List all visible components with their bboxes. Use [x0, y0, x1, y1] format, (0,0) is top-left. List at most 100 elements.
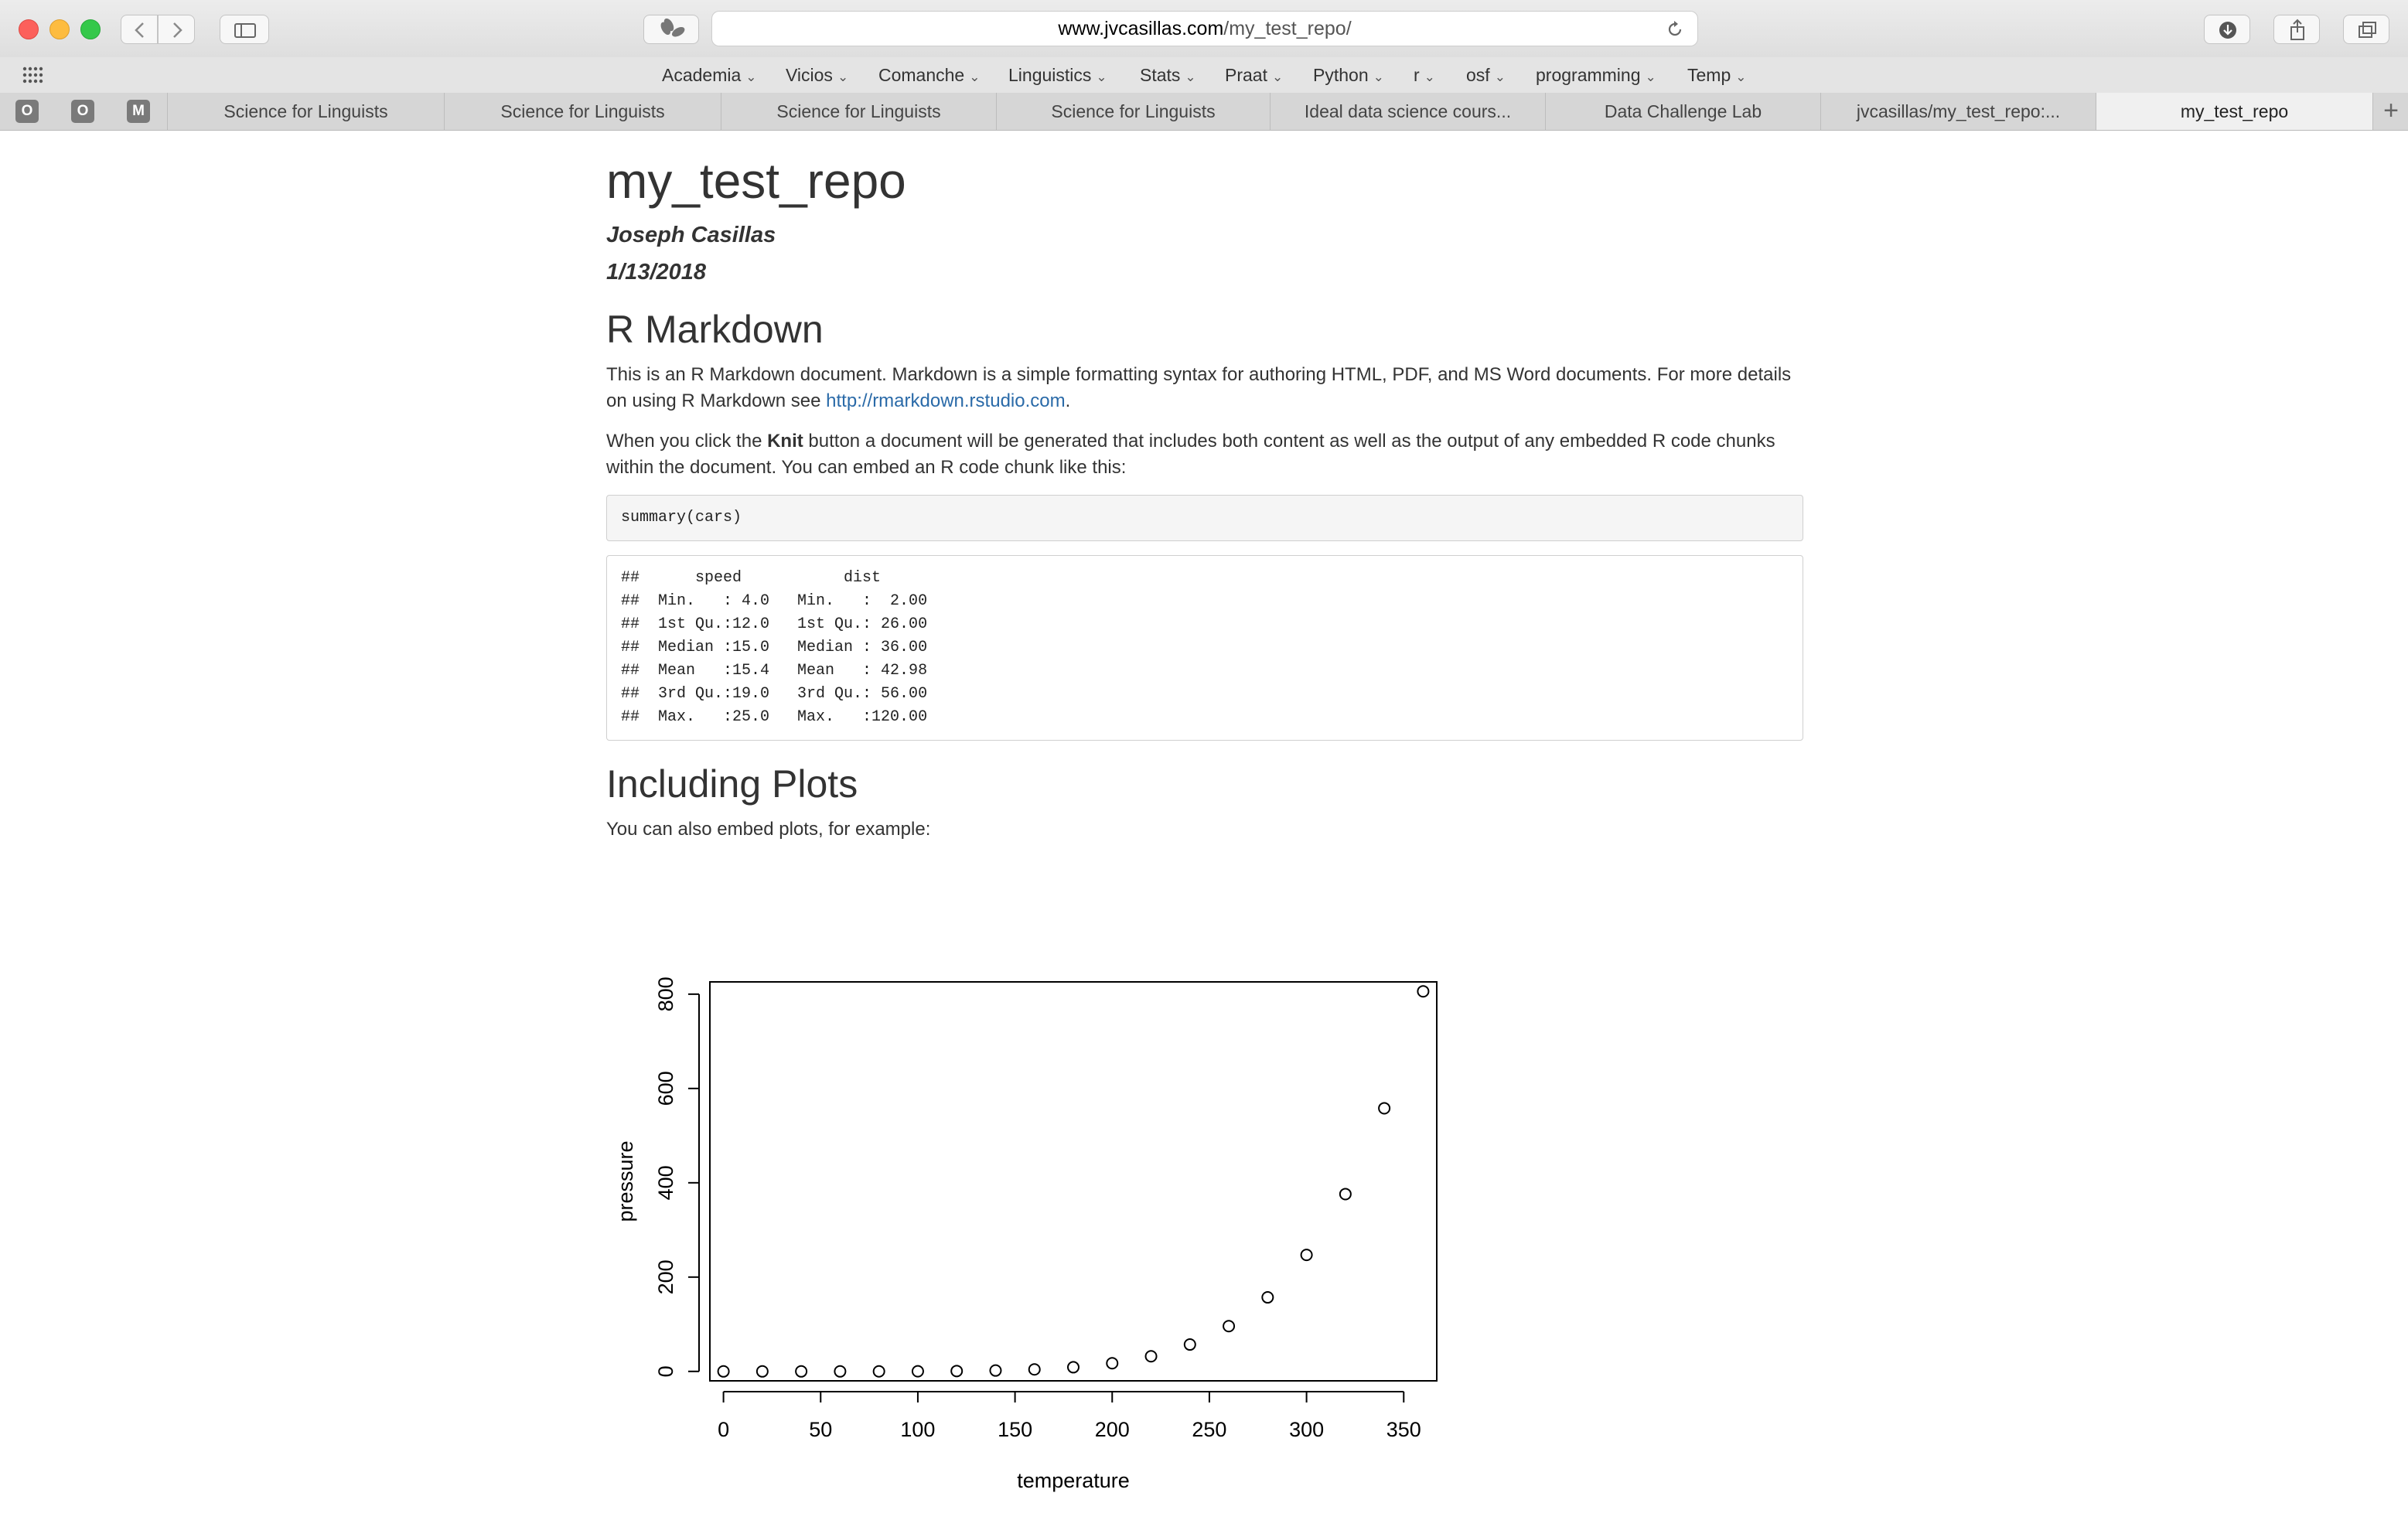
- chevron-down-icon: ⌄: [969, 70, 981, 84]
- share-button[interactable]: [2273, 15, 2320, 44]
- x-tick-label: 250: [1192, 1418, 1226, 1441]
- data-point: [1339, 1188, 1352, 1201]
- data-point: [950, 1365, 964, 1378]
- code-chunk: summary(cars): [606, 495, 1803, 541]
- favorite-label: Linguistics: [1008, 65, 1092, 85]
- chevron-down-icon: ⌄: [1096, 70, 1107, 84]
- tab[interactable]: Science for Linguists: [167, 93, 444, 130]
- favorite-stats[interactable]: Stats ⌄: [1140, 57, 1196, 95]
- x-tick-label: 100: [900, 1418, 935, 1441]
- favorite-label: r: [1414, 65, 1420, 85]
- chevron-left-icon: [135, 22, 144, 38]
- chevron-down-icon: ⌄: [1373, 70, 1384, 84]
- extension-button[interactable]: [643, 15, 699, 44]
- x-tick-label: 350: [1386, 1418, 1421, 1441]
- x-tick-label: 150: [998, 1418, 1032, 1441]
- favorite-programming[interactable]: programming ⌄: [1536, 57, 1656, 95]
- tab[interactable]: Science for Linguists: [996, 93, 1270, 130]
- page-title: my_test_repo: [606, 153, 906, 209]
- favorite-label: Stats: [1140, 65, 1181, 85]
- favorite-temp[interactable]: Temp ⌄: [1687, 57, 1747, 95]
- data-point: [795, 1365, 808, 1378]
- chevron-down-icon: ⌄: [1185, 70, 1196, 84]
- pinned-tab[interactable]: O: [71, 100, 94, 123]
- pinned-tab[interactable]: M: [127, 100, 150, 123]
- sidebar-toggle-button[interactable]: [220, 15, 269, 44]
- tab-active[interactable]: my_test_repo: [2096, 93, 2372, 130]
- section-heading-plots: Including Plots: [606, 762, 858, 806]
- apps-grid-icon[interactable]: [20, 62, 46, 88]
- data-point: [1417, 985, 1430, 998]
- fan-icon: [660, 18, 685, 37]
- favorite-label: Vicios: [786, 65, 833, 85]
- tab[interactable]: Science for Linguists: [444, 93, 721, 130]
- favorite-praat[interactable]: Praat ⌄: [1225, 57, 1283, 95]
- downloads-button[interactable]: [2204, 15, 2250, 44]
- data-point: [1106, 1357, 1119, 1370]
- chevron-down-icon: ⌄: [1424, 70, 1435, 84]
- data-point: [872, 1365, 885, 1378]
- favorite-comanche[interactable]: Comanche ⌄: [878, 57, 980, 95]
- data-point: [1378, 1102, 1391, 1115]
- favorite-label: Temp: [1687, 65, 1731, 85]
- pressure-temperature-plot: 0 50 100 150 200 250 300 350 0 200 400 600 800 temper…: [614, 976, 1438, 1492]
- new-tab-button[interactable]: +: [2372, 93, 2408, 130]
- data-point: [989, 1364, 1002, 1377]
- favorite-academia[interactable]: Academia ⌄: [662, 57, 757, 95]
- favorite-linguistics[interactable]: Linguistics ⌄: [1008, 57, 1107, 95]
- knit-paragraph: When you click the Knit button a documen…: [606, 428, 1803, 481]
- address-bar[interactable]: www.jvcasillas.com/my_test_repo/: [711, 11, 1698, 46]
- chevron-down-icon: ⌄: [1645, 70, 1656, 84]
- tab[interactable]: Data Challenge Lab: [1545, 93, 1820, 130]
- plot-frame: [709, 981, 1438, 1382]
- reload-icon[interactable]: [1663, 18, 1687, 41]
- rmarkdown-link[interactable]: http://rmarkdown.rstudio.com: [826, 390, 1066, 411]
- forward-button[interactable]: [158, 15, 195, 44]
- chevron-right-icon: [173, 22, 182, 38]
- data-point: [911, 1365, 924, 1378]
- data-point: [1223, 1320, 1236, 1333]
- data-point: [1144, 1350, 1158, 1363]
- y-tick-label: 0: [654, 1365, 677, 1377]
- author: Joseph Casillas: [606, 223, 776, 247]
- x-tick-label: 300: [1289, 1418, 1324, 1441]
- sidebar-icon: [234, 23, 256, 38]
- favorite-python[interactable]: Python ⌄: [1313, 57, 1384, 95]
- url-domain: www.jvcasillas.com: [1058, 18, 1224, 39]
- x-tick-label: 200: [1095, 1418, 1130, 1441]
- favorite-vicios[interactable]: Vicios ⌄: [786, 57, 848, 95]
- pinned-tab[interactable]: O: [15, 100, 39, 123]
- paragraph-text: This is an R Markdown document. Markdown…: [606, 364, 1792, 411]
- chevron-down-icon: ⌄: [837, 70, 849, 84]
- favorite-r[interactable]: r ⌄: [1414, 57, 1435, 95]
- data-point: [755, 1365, 769, 1378]
- data-point: [1028, 1363, 1041, 1376]
- section-heading-r-markdown: R Markdown: [606, 308, 824, 351]
- intro-paragraph: This is an R Markdown document. Markdown…: [606, 362, 1803, 414]
- favorite-osf[interactable]: osf ⌄: [1466, 57, 1506, 95]
- code-output: ## speed dist ## Min. : 4.0 Min. : 2.00 …: [606, 555, 1803, 741]
- favorite-label: Python: [1313, 65, 1369, 85]
- tabs-overview-icon: [2359, 22, 2376, 38]
- tab[interactable]: jvcasillas/my_test_repo:...: [1820, 93, 2096, 130]
- zoom-window-button[interactable]: [80, 19, 101, 39]
- y-tick-label: 200: [654, 1259, 677, 1294]
- paragraph-text: button a document will be generated that…: [606, 431, 1775, 478]
- favorites-bar: Academia ⌄ Vicios ⌄ Comanche ⌄ Linguistics ⌄…: [0, 57, 2408, 94]
- y-axis-label: pressure: [614, 1140, 637, 1222]
- plots-paragraph: You can also embed plots, for example:: [606, 819, 931, 840]
- data-point: [834, 1365, 847, 1378]
- data-point: [1183, 1338, 1196, 1351]
- tab[interactable]: Ideal data science cours...: [1270, 93, 1545, 130]
- show-tabs-button[interactable]: [2343, 15, 2389, 44]
- minimize-window-button[interactable]: [49, 19, 70, 39]
- tab[interactable]: Science for Linguists: [721, 93, 996, 130]
- chevron-down-icon: ⌄: [745, 70, 757, 84]
- data-point: [1300, 1249, 1313, 1262]
- data-point: [1067, 1361, 1080, 1374]
- x-tick-label: 50: [809, 1418, 832, 1441]
- browser-toolbar: www.jvcasillas.com/my_test_repo/: [0, 0, 2408, 58]
- back-button[interactable]: [121, 15, 158, 44]
- favorite-label: Comanche: [878, 65, 965, 85]
- close-window-button[interactable]: [19, 19, 39, 39]
